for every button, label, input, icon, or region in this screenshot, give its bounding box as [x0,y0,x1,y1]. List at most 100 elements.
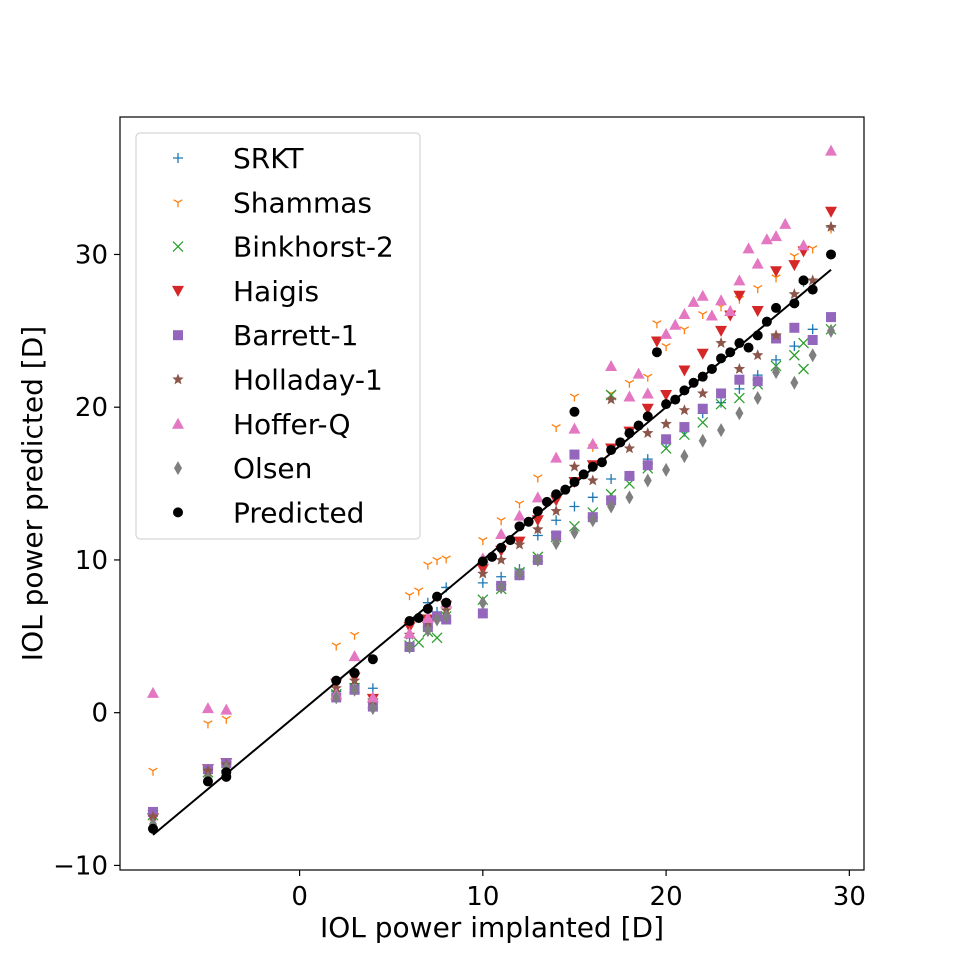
data-point [366,691,379,703]
data-point [623,390,636,402]
data-point [825,206,838,218]
data-point [788,288,801,300]
data-point [431,632,443,644]
y-tick-label: −10 [53,851,108,881]
data-point [421,611,434,623]
data-point [753,391,762,406]
data-point [717,423,726,438]
data-point [497,580,506,595]
data-point [221,715,231,724]
data-point [203,720,213,729]
data-point [202,764,214,776]
data-point [642,460,653,471]
legend-entry: Predicted [173,496,364,529]
data-point [716,388,727,399]
data-point [606,473,617,484]
x-tick-label: 10 [466,882,499,912]
data-point [650,336,663,348]
data-point [643,373,653,382]
data-point [623,442,636,454]
data-point [733,290,746,302]
data-point [808,348,817,363]
data-point [477,567,489,579]
data-point [586,437,599,449]
data-point [678,404,691,416]
data-point [405,640,414,655]
data-point [735,406,744,421]
data-point [661,343,671,352]
data-point [678,308,691,320]
data-point [798,363,809,375]
legend-marker [174,461,182,476]
data-point [698,433,707,448]
legend: SRKT Shammas Binkhorst-2 Haigis Barrett-1 Hol… [135,132,421,540]
data-point [661,434,672,445]
data-point [679,326,690,335]
data-point [770,329,782,341]
data-point [624,379,635,388]
data-point [660,389,673,401]
data-point [551,530,562,541]
data-point [587,474,599,486]
data-point [687,295,700,307]
data-point [661,399,672,410]
data-point [652,320,662,329]
data-point [724,304,737,316]
data-point [331,642,341,651]
data-point [496,571,507,582]
data-point [789,252,800,261]
legend-marker [172,241,184,253]
data-point [771,333,782,344]
data-point [532,523,544,535]
data-point [423,623,432,638]
data-point [751,257,764,269]
data-point [533,474,543,483]
data-point [788,260,801,272]
data-point [607,499,616,514]
data-point [716,353,727,364]
data-point [432,556,442,565]
data-point [753,285,763,294]
data-point [680,449,689,464]
data-point [568,460,581,472]
data-point [771,302,782,313]
legend-entry: Shammas [173,186,372,219]
data-point [771,274,781,283]
data-point [696,289,709,301]
data-point [477,608,488,619]
data-point [201,702,214,714]
data-point [641,387,654,399]
data-point [532,506,543,517]
data-point [715,398,727,410]
data-point [367,654,378,665]
legend-label: SRKT [233,142,304,175]
data-point [825,220,837,232]
legend-label: Haigis [233,275,319,308]
data-point [772,365,781,380]
data-point [790,375,799,390]
y-tick-label: 0 [91,699,108,729]
data-point [825,144,838,156]
data-point [625,490,634,505]
legend-marker [172,285,184,297]
data-point [496,517,506,526]
data-point [808,245,818,254]
data-point [760,233,773,245]
legend-entry: Olsen [174,452,312,485]
data-point [332,690,341,705]
data-point [146,686,159,698]
data-point [551,423,561,433]
data-point [779,217,792,229]
data-point [442,609,451,624]
reference-line [152,268,832,836]
data-point [569,501,580,512]
data-point [147,810,159,822]
x-tick-label: 30 [833,882,866,912]
data-point [743,342,754,353]
data-point [752,376,763,387]
legend-marker [173,199,183,208]
legend-label: Holladay-1 [233,364,383,397]
data-point [569,393,580,402]
data-point [660,418,672,429]
